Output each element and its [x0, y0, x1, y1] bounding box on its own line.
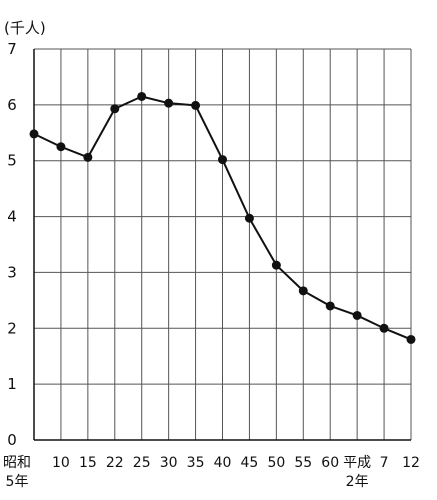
data-point [56, 142, 66, 152]
x-tick-label: 10 [52, 455, 70, 471]
x-tick-label: 45 [241, 455, 259, 471]
x-tick-label: 50 [267, 455, 285, 471]
series [29, 91, 416, 344]
data-point [29, 129, 39, 139]
x-tick-label-line2: 5年 [6, 474, 29, 490]
x-tick-label: 7 [380, 455, 389, 471]
data-point [379, 323, 389, 333]
y-tick-label: 5 [7, 152, 17, 170]
x-tick-label: 昭和 [3, 455, 31, 471]
data-point [325, 301, 335, 311]
axes [33, 49, 411, 441]
data-point [110, 104, 120, 114]
x-tick-labels: 昭和 5年 10 15 22 25 30 35 40 45 50 55 60 平成 2年 7 12 [3, 455, 420, 490]
data-point [83, 152, 93, 162]
x-tick-label: 22 [106, 455, 124, 471]
data-point [298, 286, 308, 296]
unit-label: (千人) [4, 19, 46, 37]
data-point [218, 155, 227, 165]
x-tick-label: 15 [79, 455, 97, 471]
grid [34, 48, 412, 440]
x-tick-label: 55 [294, 455, 312, 471]
y-tick-label: 3 [7, 263, 17, 281]
y-tick-label: 6 [7, 96, 17, 114]
x-tick-label: 30 [160, 455, 178, 471]
data-point [244, 213, 254, 223]
y-tick-label: 1 [7, 375, 17, 393]
x-tick-label: 25 [133, 455, 151, 471]
y-tick-labels: 0 1 2 3 4 5 6 7 [7, 40, 17, 449]
data-point [352, 310, 362, 320]
data-point [406, 334, 416, 344]
x-tick-label: 40 [214, 455, 232, 471]
y-tick-label: 7 [7, 40, 17, 58]
data-point [191, 100, 201, 110]
y-tick-label: 0 [7, 431, 17, 449]
x-tick-label: 平成 [343, 455, 371, 471]
x-tick-label-line2: 2年 [346, 474, 369, 490]
x-tick-label: 35 [187, 455, 205, 471]
y-tick-label: 2 [7, 319, 17, 337]
data-point [271, 260, 281, 270]
x-tick-label: 12 [402, 455, 420, 471]
data-point [137, 91, 147, 101]
x-tick-label: 60 [321, 455, 339, 471]
data-point [164, 98, 174, 108]
y-tick-label: 4 [7, 208, 17, 226]
